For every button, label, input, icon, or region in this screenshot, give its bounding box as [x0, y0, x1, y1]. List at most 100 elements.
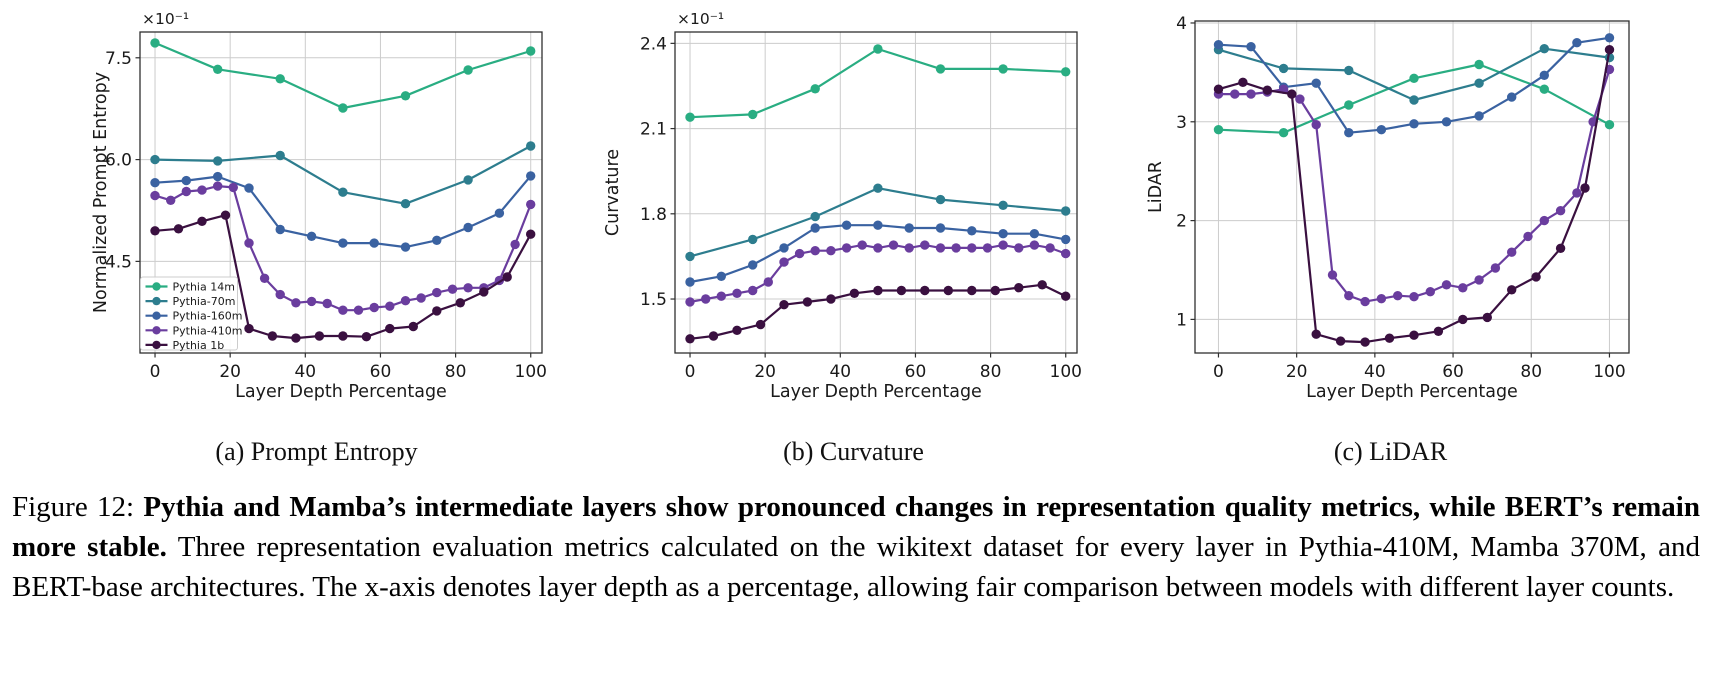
data-point	[1482, 312, 1492, 323]
data-point	[1474, 78, 1484, 88]
data-point	[998, 64, 1008, 74]
data-point	[213, 64, 223, 75]
data-point	[1014, 243, 1024, 253]
data-point	[732, 325, 742, 335]
data-point	[181, 175, 191, 186]
data-point	[935, 223, 946, 233]
x-tick-label: 0	[685, 362, 696, 382]
y-tick-label: 4	[1176, 14, 1187, 34]
data-point	[763, 277, 773, 287]
data-point	[213, 156, 223, 166]
subfigure-a: 0 20 40 60 80 100 4.5 6.0 7.5 ×10⁻¹ Layer Depth Pe…	[48, 0, 585, 467]
data-point	[150, 38, 160, 48]
data-point	[338, 103, 348, 113]
data-point	[748, 109, 758, 120]
data-point	[1344, 100, 1354, 110]
data-point	[1262, 85, 1272, 95]
data-point	[1490, 263, 1501, 273]
legend-box	[140, 276, 238, 351]
x-tick-label: 40	[294, 362, 316, 382]
data-point	[275, 74, 285, 84]
data-point	[361, 332, 372, 342]
data-point	[447, 284, 458, 294]
data-point	[1539, 84, 1549, 94]
data-point	[338, 187, 348, 197]
data-point	[1507, 285, 1517, 295]
data-point	[526, 229, 536, 239]
data-point	[213, 171, 223, 182]
x-axis-label: Layer Depth Percentage	[1306, 382, 1518, 402]
data-point	[841, 243, 852, 253]
subcaption-a: (a) Prompt Entropy	[215, 437, 418, 466]
x-tick-label: 60	[905, 362, 927, 382]
data-point	[1045, 243, 1055, 253]
data-point	[779, 257, 789, 267]
data-point	[841, 220, 852, 230]
data-point	[306, 296, 317, 307]
data-point	[479, 287, 489, 297]
data-point	[306, 231, 317, 241]
legend-label: Pythia 1b	[173, 339, 225, 352]
axis-offset-label: ×10⁻¹	[677, 10, 724, 28]
data-point	[732, 288, 742, 298]
data-point	[369, 302, 379, 313]
data-point	[400, 91, 411, 101]
legend-marker-dot	[152, 340, 161, 350]
data-point	[685, 112, 695, 122]
data-point	[197, 216, 207, 226]
data-point	[1409, 330, 1419, 340]
legend-label: Pythia-410m	[173, 324, 243, 337]
data-point	[408, 321, 418, 332]
x-axis-label: Layer Depth Percentage	[770, 382, 982, 402]
data-point	[1311, 78, 1321, 88]
data-point	[998, 240, 1008, 250]
data-point	[1213, 40, 1224, 50]
data-point	[338, 238, 348, 248]
plot-border	[1194, 20, 1630, 354]
data-point	[1278, 128, 1289, 138]
series-line-Pythia 14m	[689, 47, 1066, 119]
plot-border	[139, 31, 543, 354]
x-tick-label: 0	[1213, 362, 1224, 382]
data-point	[1061, 67, 1071, 77]
data-point	[275, 224, 285, 235]
chart-prompt-entropy: 0 20 40 60 80 100 4.5 6.0 7.5 ×10⁻¹ Layer Depth Pe…	[91, 10, 547, 402]
data-point	[463, 65, 473, 75]
data-point	[1539, 44, 1549, 54]
data-point	[1335, 336, 1346, 346]
data-point	[1213, 125, 1224, 135]
data-point	[463, 175, 473, 185]
x-tick-label: 80	[980, 362, 1002, 382]
data-point	[1376, 125, 1387, 135]
data-point	[353, 305, 364, 315]
data-point	[1246, 42, 1256, 52]
data-point	[1360, 296, 1370, 307]
data-point	[1604, 120, 1615, 130]
data-point	[150, 226, 160, 236]
x-tick-label: 60	[1442, 362, 1464, 382]
data-point	[755, 319, 766, 330]
caption-bold: Pythia and Mamba’s intermediate layers s…	[12, 491, 1700, 563]
x-tick-label: 60	[370, 362, 392, 382]
data-point	[794, 248, 805, 259]
data-point	[275, 289, 285, 300]
y-tick-label: 7.5	[105, 49, 132, 69]
data-point	[1061, 206, 1071, 216]
data-point	[888, 240, 899, 250]
data-point	[338, 331, 348, 341]
data-point	[1507, 92, 1517, 102]
data-point	[322, 298, 332, 309]
data-point	[314, 331, 325, 341]
data-point	[400, 242, 411, 252]
data-point	[502, 272, 512, 282]
legend-label: Pythia-160m	[173, 310, 243, 323]
x-axis-label: Layer Depth Percentage	[235, 382, 447, 402]
data-point	[510, 239, 520, 250]
data-point	[1061, 234, 1071, 245]
data-point	[385, 323, 395, 334]
axis-offset-label: ×10⁻¹	[142, 10, 189, 28]
data-point	[1213, 84, 1224, 94]
y-tick-label: 1.5	[640, 290, 667, 310]
data-point	[1433, 326, 1444, 336]
data-point	[904, 243, 914, 253]
